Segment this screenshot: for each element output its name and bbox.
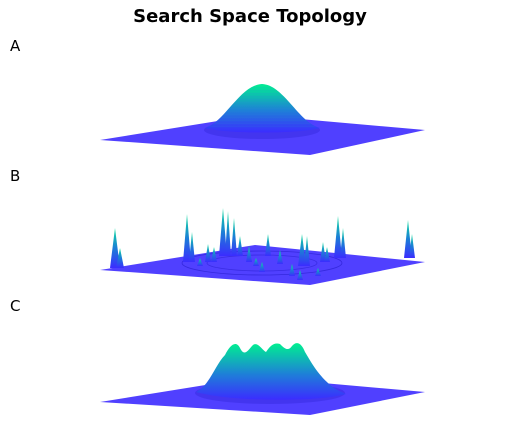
panel-b-spike (315, 268, 321, 276)
panel-b-spike (409, 234, 415, 258)
panel-b-spike (189, 232, 195, 262)
panel-b-spike (265, 234, 271, 256)
panel-b-spike (211, 247, 217, 262)
panel-a-surface (100, 84, 425, 155)
panel-b-spike (289, 264, 295, 276)
figure-title: Search Space Topology (133, 6, 367, 27)
panel-b-spike (277, 250, 283, 264)
panel-b-spike (246, 246, 252, 262)
panel-b-spike (205, 244, 211, 262)
panel-b-spike (297, 270, 303, 280)
panel-b-spike (237, 236, 243, 256)
panel-b-spike (324, 247, 330, 262)
panel-b-spike (110, 228, 120, 268)
panel-b-surface (100, 208, 425, 285)
panel-b-spike (404, 220, 412, 258)
panel-b-spike (116, 248, 124, 268)
panel-b-spike (298, 234, 306, 266)
panel-b-spike (334, 216, 342, 258)
panel-b-spike (259, 262, 265, 272)
panel-c-surface (100, 343, 425, 415)
panel-b-spike (253, 258, 259, 266)
panel-b-spike (231, 218, 237, 256)
panel-b-spike (219, 208, 227, 256)
panel-label-b: B (10, 167, 21, 185)
panel-label-a: A (10, 37, 21, 55)
panel-b-spike (304, 236, 310, 266)
panel-b-spike (197, 258, 203, 266)
panel-c-peaks (196, 343, 346, 400)
panel-b-spike (340, 228, 346, 258)
panel-b-spike (183, 214, 191, 262)
panel-b-spike (225, 211, 231, 256)
panel-b-spike (320, 242, 326, 262)
panel-label-c: C (10, 297, 21, 315)
